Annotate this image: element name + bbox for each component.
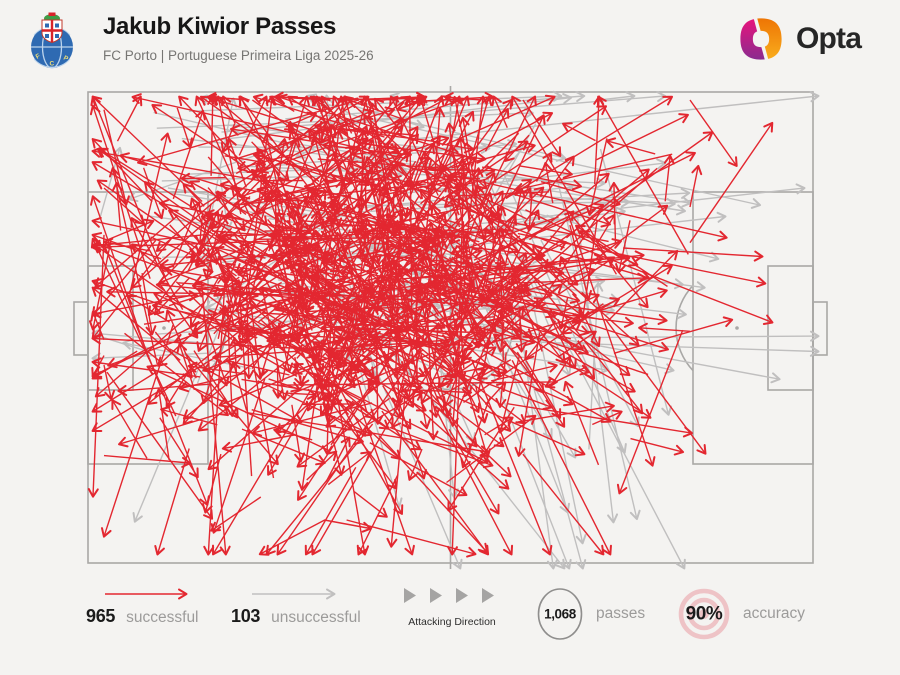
- legend-passes: 1,068 passes: [536, 587, 645, 641]
- page-subtitle: FC Porto | Portuguese Primeira Liga 2025…: [103, 48, 374, 63]
- svg-text:P: P: [62, 55, 70, 64]
- svg-text:C: C: [50, 61, 55, 68]
- opta-wordmark: Opta: [796, 22, 862, 55]
- attacking-direction-label: Attacking Direction: [408, 616, 496, 628]
- opta-brand: Opta: [738, 16, 862, 62]
- unsuccessful-count: 103: [231, 606, 261, 626]
- unsuccessful-arrow-icon: [252, 588, 336, 600]
- successful-pass-arrows: [87, 91, 774, 558]
- legend-attacking-direction: Attacking Direction: [402, 587, 502, 628]
- successful-count: 965: [86, 606, 116, 626]
- opta-logo-icon: [740, 16, 782, 62]
- page-title: Jakub Kiwior Passes: [103, 13, 337, 40]
- svg-text:F: F: [35, 53, 42, 61]
- unsuccessful-label: unsuccessful: [271, 609, 361, 626]
- fc-porto-crest: F C P: [31, 12, 73, 69]
- passes-oval-icon: 1,068: [537, 588, 583, 640]
- successful-label: successful: [126, 609, 199, 626]
- passes-label: passes: [596, 605, 646, 622]
- legend-unsuccessful: 103 unsuccessful: [231, 587, 371, 627]
- attacking-direction-icon: [404, 588, 494, 603]
- legend: 965 successful 103 unsuccessful Attackin…: [0, 587, 900, 647]
- accuracy-value: 90%: [686, 604, 723, 625]
- legend-accuracy: 90% accuracy: [677, 587, 805, 641]
- passes-count: 1,068: [544, 607, 577, 622]
- successful-arrow-icon: [105, 588, 188, 600]
- accuracy-label: accuracy: [743, 605, 806, 622]
- accuracy-target-icon: 90%: [678, 588, 730, 640]
- legend-successful: 965 successful: [86, 587, 216, 627]
